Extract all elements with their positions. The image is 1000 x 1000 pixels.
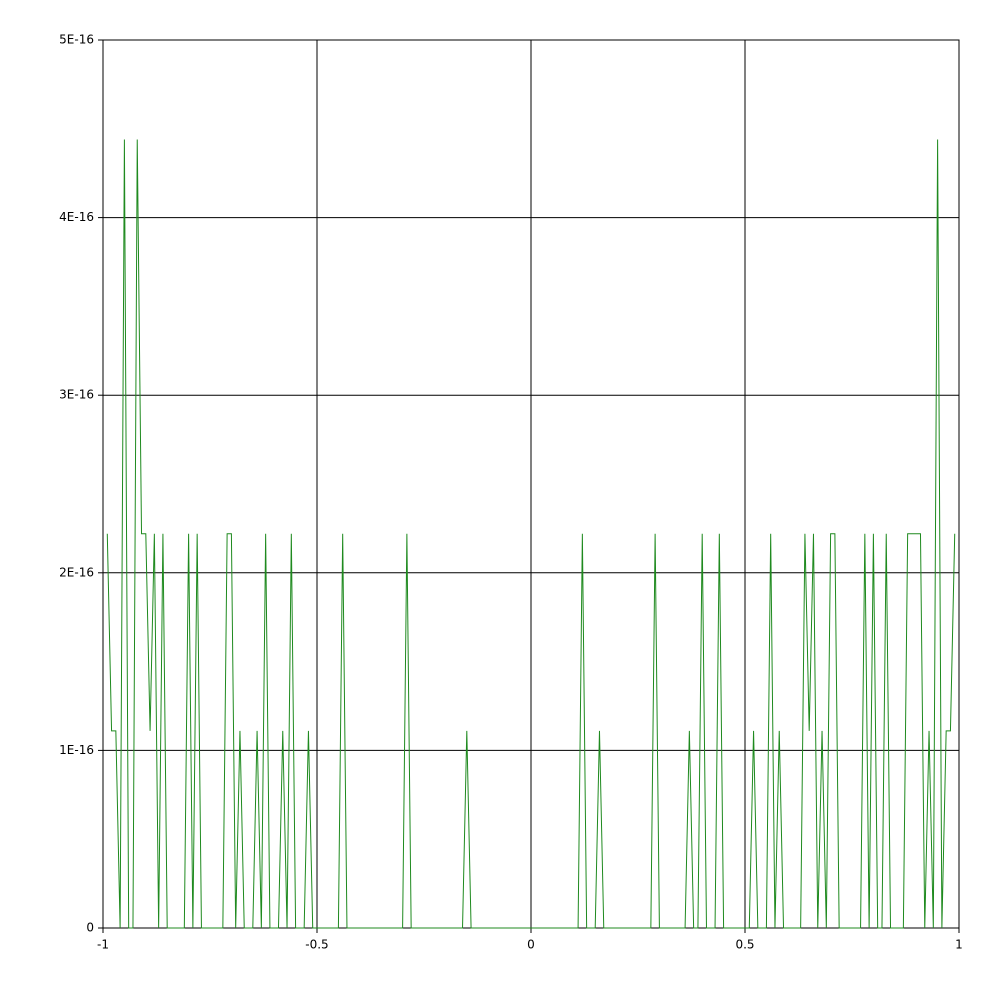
y-tick-label: 1E-16 (59, 743, 94, 757)
y-tick-label: 5E-16 (59, 33, 94, 47)
y-tick-label: 0 (86, 921, 94, 935)
y-tick-label: 2E-16 (59, 565, 94, 579)
x-tick-label: 1 (955, 938, 963, 952)
y-tick-label: 3E-16 (59, 388, 94, 402)
x-tick-label: 0.5 (735, 938, 754, 952)
x-tick-label: 0 (527, 938, 535, 952)
y-tick-label: 4E-16 (59, 210, 94, 224)
data-line (106, 139, 956, 929)
x-tick-label: -1 (97, 938, 109, 952)
x-tick-label: -0.5 (305, 938, 328, 952)
